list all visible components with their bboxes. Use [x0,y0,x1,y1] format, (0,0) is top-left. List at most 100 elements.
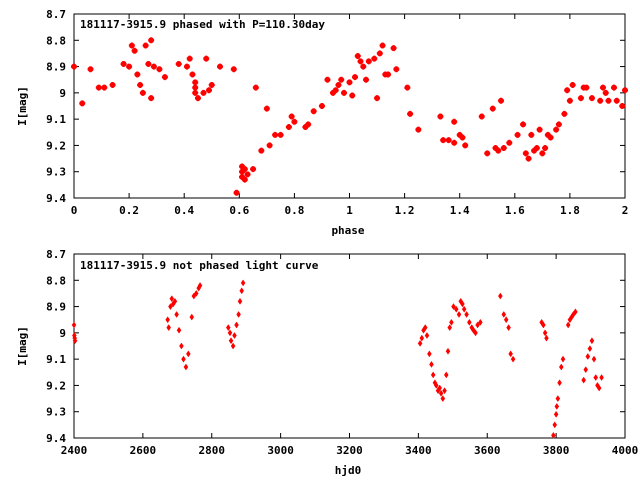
y-tick-label: 9.2 [46,379,66,392]
data-point [547,134,554,141]
data-point [440,395,446,403]
data-point [239,163,246,170]
data-point [217,63,224,70]
data-point [440,137,447,144]
data-point [338,76,345,83]
data-point [461,305,467,313]
data-point [318,103,325,109]
data-point [360,63,367,70]
data-point [610,84,617,91]
y-tick-label: 9 [59,327,66,340]
data-point [120,60,127,67]
unphased-light-curve-panel: 181117-3915.9 not phased light curve hjd… [16,248,638,477]
x-tick-label: 0.2 [119,204,139,217]
data-point [539,150,546,157]
data-point [200,89,207,96]
data-point [352,74,359,81]
data-point [232,332,237,339]
chart-title: 181117-3915.9 phased with P=110.30day [80,18,325,31]
y-tick-label: 8.8 [46,274,66,287]
data-points-layer [71,279,604,439]
tick-layer: 2400 2600 2800 3000 3200 3400 3600 3800 4000 8.7 8… [46,248,638,457]
data-point [599,84,606,91]
data-point [619,103,626,109]
x-tick-label: 3600 [474,444,501,457]
data-point [442,387,447,395]
x-tick-label: 3200 [336,444,363,457]
data-point [241,166,248,173]
data-point [417,339,423,347]
data-point [349,92,356,99]
data-point [602,89,609,96]
data-point [583,84,590,91]
data-point [445,137,452,144]
data-point [498,292,503,300]
x-tick-label: 3800 [543,444,570,457]
data-point [208,81,215,88]
data-point [533,145,540,152]
data-point [542,145,549,152]
data-point [438,389,444,397]
data-point [508,350,513,358]
data-point [478,318,483,326]
data-point [335,81,342,88]
data-point [471,326,476,334]
data-point [239,168,246,175]
x-tick-label: 0.4 [174,204,194,217]
data-point [583,366,589,374]
data-point [390,45,397,52]
data-point [447,324,453,332]
data-point [272,131,279,138]
data-point [569,81,576,88]
data-point [134,71,141,78]
data-point [484,150,491,157]
data-point [585,353,591,360]
data-point [415,126,422,133]
data-point [288,113,295,120]
data-point [577,95,584,102]
data-point [156,66,163,73]
data-point [194,95,201,102]
data-point [593,374,599,381]
data-point [478,113,485,120]
data-point [145,60,152,67]
data-point [489,105,496,112]
data-point [542,329,548,337]
data-point [189,313,195,321]
data-point [357,58,364,65]
data-point [137,81,144,88]
x-axis-label: phase [331,224,364,237]
data-point [560,355,566,363]
data-point [148,95,155,102]
data-point [179,342,184,350]
data-point [553,410,559,418]
data-point [622,87,628,94]
data-point [437,113,444,120]
data-point [544,131,551,138]
x-tick-label: 0.8 [284,204,304,217]
data-point [240,279,246,287]
data-point [263,105,270,112]
data-point [456,131,463,138]
data-point [449,318,454,326]
data-point [183,363,189,371]
data-point [161,74,168,81]
data-point [587,345,593,353]
data-point [385,71,392,78]
data-point [148,37,155,44]
data-point [192,84,199,91]
data-point [500,145,507,152]
y-tick-label: 8.7 [46,8,66,21]
data-point [555,395,561,403]
data-point [555,121,562,128]
data-point [225,324,231,332]
y-tick-label: 9.3 [46,406,66,419]
data-point [573,308,578,316]
data-point [506,324,511,332]
data-point [340,89,347,96]
data-point [520,121,527,128]
data-point [475,321,480,329]
data-point [393,66,400,73]
data-point [443,371,449,379]
